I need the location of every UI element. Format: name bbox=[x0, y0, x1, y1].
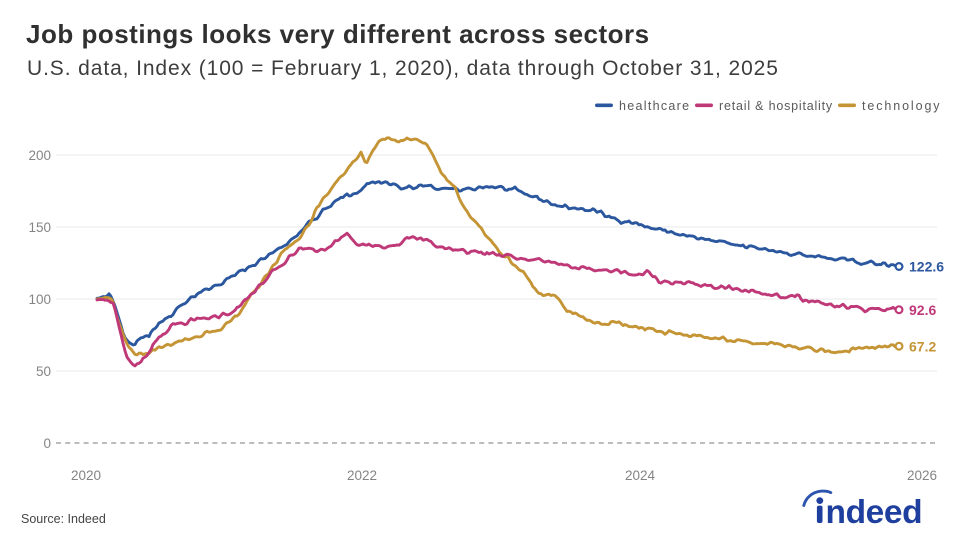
svg-text:2024: 2024 bbox=[625, 468, 656, 483]
svg-text:92.6: 92.6 bbox=[909, 302, 936, 318]
svg-text:technology: technology bbox=[862, 99, 941, 113]
svg-text:2022: 2022 bbox=[347, 468, 377, 483]
svg-text:150: 150 bbox=[28, 220, 51, 235]
svg-text:healthcare: healthcare bbox=[619, 99, 690, 113]
svg-text:122.6: 122.6 bbox=[909, 259, 944, 275]
svg-text:ndeed: ndeed bbox=[826, 494, 923, 531]
svg-text:200: 200 bbox=[28, 148, 51, 163]
svg-text:50: 50 bbox=[36, 364, 51, 379]
svg-text:2020: 2020 bbox=[71, 468, 101, 483]
svg-text:67.2: 67.2 bbox=[909, 338, 936, 354]
svg-text:2026: 2026 bbox=[907, 468, 937, 483]
svg-text:retail & hospitality: retail & hospitality bbox=[719, 99, 833, 113]
svg-text:100: 100 bbox=[28, 292, 51, 307]
svg-text:0: 0 bbox=[43, 436, 51, 451]
